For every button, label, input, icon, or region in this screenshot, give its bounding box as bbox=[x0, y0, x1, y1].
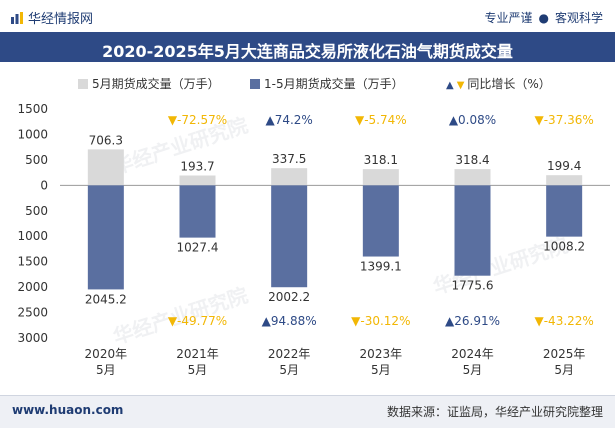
y-tick-label: 3000 bbox=[17, 331, 48, 345]
x-tick-label: 5月 bbox=[279, 363, 299, 377]
bar-cumulative bbox=[271, 185, 308, 288]
chart-legend: 5月期货成交量（万手） 1-5月期货成交量（万手） ▲ ▼ 同比增长（%） bbox=[0, 71, 615, 91]
chart-plot: 1500 1000 500 0 500 1000 1500 2000 2500 3000 706.3… bbox=[17, 102, 610, 377]
x-tick-label: 5月 bbox=[554, 363, 574, 377]
data-label-cumulative: 2045.2 bbox=[85, 292, 127, 306]
title-bar: 2020-2025年5月大连商品交易所液化石油气期货成交量 bbox=[0, 32, 615, 62]
y-tick-label: 1500 bbox=[17, 102, 48, 116]
growth-label-monthly: ▲0.08% bbox=[449, 113, 496, 127]
footer-site-link[interactable]: www.huaon.com bbox=[12, 403, 124, 417]
x-tick-label: 2020年 bbox=[85, 347, 128, 361]
x-tick-label: 5月 bbox=[188, 363, 208, 377]
growth-label-cumulative: ▼-49.77% bbox=[168, 314, 227, 328]
bar-cumulative bbox=[546, 185, 583, 237]
y-tick-label: 0 bbox=[40, 178, 48, 192]
bar-cumulative bbox=[179, 185, 216, 238]
y-tick-label: 1000 bbox=[17, 229, 48, 243]
data-label-monthly: 199.4 bbox=[547, 159, 581, 173]
y-tick-label: 1500 bbox=[17, 255, 48, 269]
slogan-2: 客观科学 bbox=[554, 11, 603, 25]
legend-monthly-label: 5月期货成交量（万手） bbox=[92, 77, 220, 91]
bar-monthly bbox=[546, 175, 583, 186]
data-label-cumulative: 1399.1 bbox=[360, 260, 402, 274]
slogan-dot: ● bbox=[538, 11, 549, 25]
data-label-monthly: 318.4 bbox=[455, 153, 489, 167]
growth-label-cumulative: ▲94.88% bbox=[262, 314, 317, 328]
bar-cumulative bbox=[87, 185, 124, 290]
x-tick-label: 5月 bbox=[96, 363, 116, 377]
growth-label-cumulative: ▼-43.22% bbox=[535, 314, 594, 328]
data-label-cumulative: 1775.6 bbox=[452, 279, 494, 293]
legend-monthly-swatch bbox=[78, 79, 88, 89]
data-label-cumulative: 1008.2 bbox=[543, 240, 585, 254]
bar-cumulative bbox=[362, 185, 399, 257]
data-label-monthly: 193.7 bbox=[180, 159, 214, 173]
x-tick-label: 5月 bbox=[463, 363, 483, 377]
bar-monthly bbox=[454, 169, 491, 186]
data-label-monthly: 706.3 bbox=[89, 133, 123, 147]
legend-up-triangle-icon: ▲ bbox=[446, 80, 454, 91]
slogan-1: 专业严谨 bbox=[484, 11, 533, 25]
chart-title: 2020-2025年5月大连商品交易所液化石油气期货成交量 bbox=[102, 42, 513, 61]
data-label-cumulative: 1027.4 bbox=[177, 241, 219, 255]
data-label-cumulative: 2002.2 bbox=[268, 290, 310, 304]
slogan: 专业严谨 ● 客观科学 bbox=[484, 9, 603, 26]
x-tick-label: 2021年 bbox=[176, 347, 219, 361]
growth-label-cumulative: ▲26.91% bbox=[445, 314, 500, 328]
legend-growth[interactable]: ▲ ▼ 同比增长（%） bbox=[446, 75, 551, 92]
growth-label-monthly: ▼-5.74% bbox=[355, 113, 407, 127]
x-tick-label: 2025年 bbox=[543, 347, 586, 361]
y-tick-label: 500 bbox=[25, 204, 48, 218]
brand-logo-icon bbox=[11, 12, 23, 24]
legend-cumulative-label: 1-5月期货成交量（万手） bbox=[264, 77, 404, 91]
x-tick-label: 2023年 bbox=[360, 347, 403, 361]
bar-cumulative bbox=[454, 185, 491, 276]
legend-down-triangle-icon: ▼ bbox=[456, 80, 465, 91]
data-label-monthly: 337.5 bbox=[272, 152, 306, 166]
legend-cumulative[interactable]: 1-5月期货成交量（万手） bbox=[250, 75, 404, 92]
data-label-monthly: 318.1 bbox=[364, 153, 398, 167]
brand-logo[interactable]: 华经情报网 bbox=[10, 8, 93, 27]
legend-cumulative-swatch bbox=[250, 79, 260, 89]
bar-monthly bbox=[87, 149, 124, 186]
footer: www.huaon.com 数据来源：证监局，华经产业研究院整理 bbox=[0, 395, 615, 428]
footer-source: 数据来源：证监局，华经产业研究院整理 bbox=[386, 405, 603, 419]
y-tick-label: 2500 bbox=[17, 306, 48, 320]
y-tick-label: 2000 bbox=[17, 280, 48, 294]
growth-label-cumulative: ▼-30.12% bbox=[351, 314, 410, 328]
bar-monthly bbox=[179, 175, 216, 186]
x-tick-label: 5月 bbox=[371, 363, 391, 377]
bar-monthly bbox=[362, 169, 399, 186]
y-tick-label: 1000 bbox=[17, 127, 48, 141]
top-bar: 华经情报网 专业严谨 ● 客观科学 bbox=[0, 0, 615, 32]
growth-label-monthly: ▼-72.57% bbox=[168, 113, 227, 127]
growth-label-monthly: ▼-37.36% bbox=[535, 113, 594, 127]
x-tick-label: 2024年 bbox=[451, 347, 494, 361]
legend-monthly[interactable]: 5月期货成交量（万手） bbox=[78, 75, 220, 92]
x-tick-label: 2022年 bbox=[268, 347, 311, 361]
growth-label-monthly: ▲74.2% bbox=[265, 113, 312, 127]
y-tick-label: 500 bbox=[25, 153, 48, 167]
brand-name: 华经情报网 bbox=[28, 12, 94, 27]
legend-growth-label: 同比增长（%） bbox=[467, 77, 551, 91]
bar-monthly bbox=[271, 168, 308, 186]
